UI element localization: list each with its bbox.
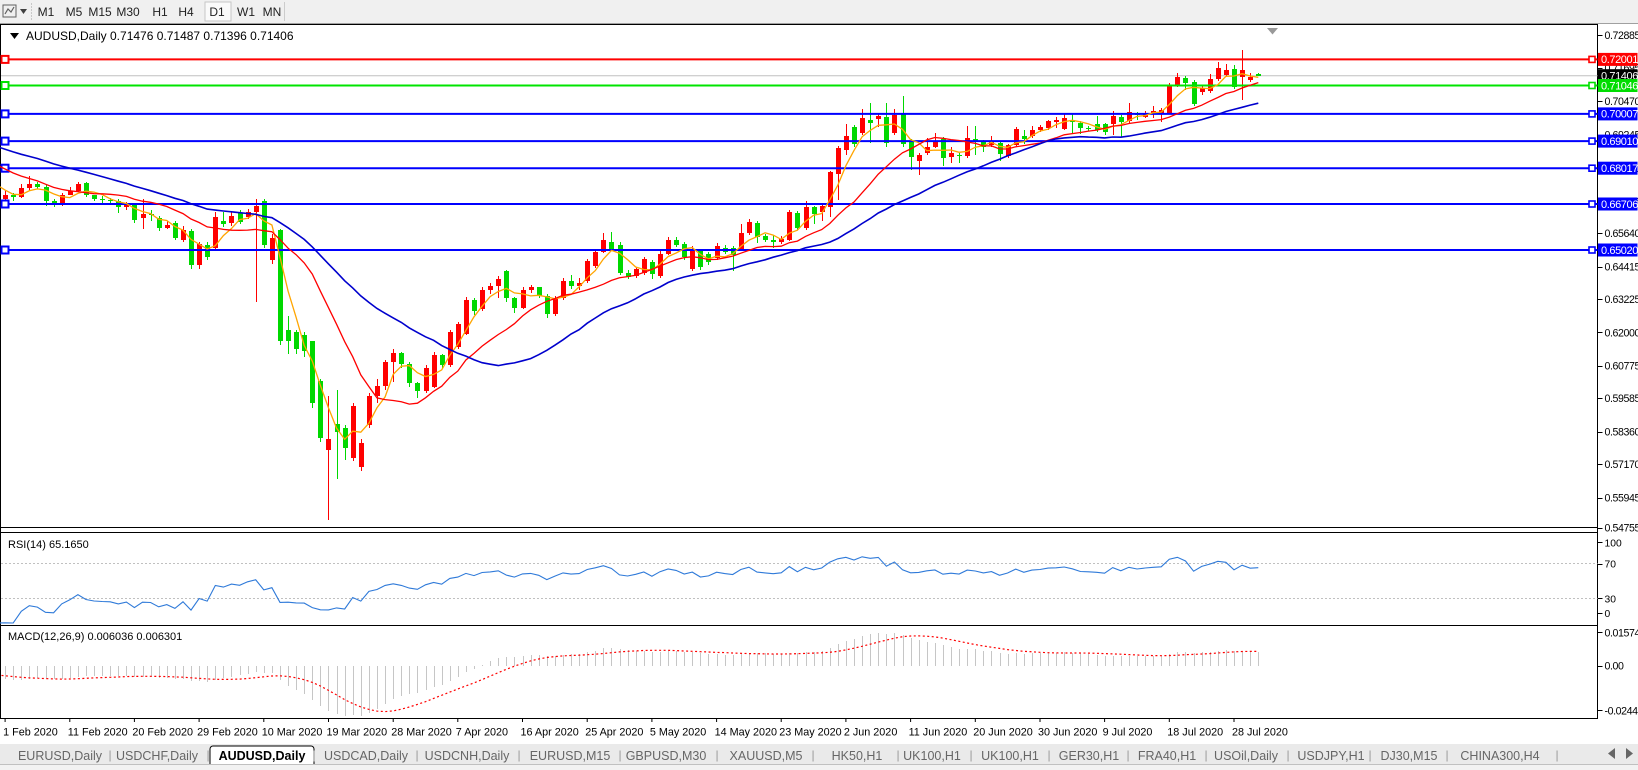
svg-text:D1: D1: [209, 5, 225, 19]
svg-text:25 Apr 2020: 25 Apr 2020: [585, 727, 643, 739]
svg-text:|: |: [1368, 748, 1371, 762]
svg-text:20 Jun 2020: 20 Jun 2020: [973, 727, 1032, 739]
svg-text:FRA40,H1: FRA40,H1: [1138, 749, 1196, 763]
svg-text:0.71046: 0.71046: [1601, 80, 1638, 92]
svg-text:5 May 2020: 5 May 2020: [650, 727, 706, 739]
svg-text:|: |: [969, 748, 972, 762]
svg-text:UK100,H1: UK100,H1: [981, 749, 1039, 763]
svg-text:18 Jul 2020: 18 Jul 2020: [1167, 727, 1223, 739]
svg-text:0.015741: 0.015741: [1605, 628, 1638, 640]
svg-text:MACD(12,26,9) 0.006036 0.00630: MACD(12,26,9) 0.006036 0.006301: [8, 631, 182, 643]
svg-text:USDCHF,Daily: USDCHF,Daily: [116, 749, 199, 763]
svg-text:14 May 2020: 14 May 2020: [715, 727, 777, 739]
svg-text:|: |: [1126, 748, 1129, 762]
svg-text:28 Jul 2020: 28 Jul 2020: [1232, 727, 1288, 739]
svg-text:EURUSD,Daily: EURUSD,Daily: [18, 749, 103, 763]
svg-text:0.64415: 0.64415: [1605, 261, 1638, 273]
svg-text:0.54755: 0.54755: [1605, 522, 1638, 534]
svg-text:HK50,H1: HK50,H1: [832, 749, 883, 763]
svg-text:-0.024412: -0.024412: [1605, 706, 1638, 718]
svg-text:0.59585: 0.59585: [1605, 393, 1638, 405]
svg-text:|: |: [811, 748, 814, 762]
svg-text:USOil,Daily: USOil,Daily: [1214, 749, 1279, 763]
svg-text:USDCNH,Daily: USDCNH,Daily: [425, 749, 510, 763]
svg-text:11 Feb 2020: 11 Feb 2020: [68, 727, 128, 739]
svg-text:2 Jun 2020: 2 Jun 2020: [844, 727, 897, 739]
svg-text:0.65020: 0.65020: [1601, 245, 1638, 257]
svg-text:30 Jun 2020: 30 Jun 2020: [1038, 727, 1097, 739]
svg-text:M30: M30: [116, 5, 140, 19]
svg-text:|: |: [312, 748, 315, 762]
svg-text:0.60775: 0.60775: [1605, 361, 1638, 373]
svg-text:0.70470: 0.70470: [1605, 96, 1638, 108]
svg-text:0.70007: 0.70007: [1601, 109, 1638, 121]
svg-text:XAUUSD,M5: XAUUSD,M5: [730, 749, 803, 763]
svg-text:UK100,H1: UK100,H1: [903, 749, 961, 763]
svg-text:H4: H4: [178, 5, 194, 19]
svg-text:USDCAD,Daily: USDCAD,Daily: [324, 749, 409, 763]
svg-text:29 Feb 2020: 29 Feb 2020: [197, 727, 258, 739]
svg-text:|: |: [1204, 748, 1207, 762]
svg-text:0.68017: 0.68017: [1601, 163, 1638, 175]
svg-text:9 Jul 2020: 9 Jul 2020: [1103, 727, 1153, 739]
svg-text:MN: MN: [263, 5, 282, 19]
svg-text:|: |: [1047, 748, 1050, 762]
svg-text:EURUSD,M15: EURUSD,M15: [530, 749, 611, 763]
svg-text:USDJPY,H1: USDJPY,H1: [1297, 749, 1364, 763]
svg-text:|: |: [896, 748, 899, 762]
svg-text:0.66706: 0.66706: [1601, 199, 1638, 211]
svg-text:|: |: [206, 748, 209, 762]
svg-text:GER30,H1: GER30,H1: [1059, 749, 1119, 763]
svg-text:|: |: [517, 748, 520, 762]
svg-text:0.57170: 0.57170: [1605, 459, 1638, 471]
svg-text:0.72001: 0.72001: [1601, 54, 1638, 66]
svg-text:0.65640: 0.65640: [1605, 228, 1638, 240]
svg-text:|: |: [715, 748, 718, 762]
svg-text:11 Jun 2020: 11 Jun 2020: [909, 727, 968, 739]
svg-text:AUDUSD,Daily: AUDUSD,Daily: [219, 749, 306, 763]
svg-text:16 Apr 2020: 16 Apr 2020: [521, 727, 579, 739]
svg-text:0.00: 0.00: [1605, 661, 1625, 673]
svg-text:|: |: [618, 748, 621, 762]
svg-text:|: |: [1286, 748, 1289, 762]
svg-text:AUDUSD,Daily 0.71476 0.71487: AUDUSD,Daily 0.71476 0.71487 0.71396 0.7…: [26, 29, 294, 43]
svg-text:|: |: [1445, 748, 1448, 762]
svg-text:0.55945: 0.55945: [1605, 493, 1638, 505]
svg-text:7 Apr 2020: 7 Apr 2020: [456, 727, 508, 739]
svg-text:28 Mar 2020: 28 Mar 2020: [391, 727, 452, 739]
svg-text:0.69010: 0.69010: [1601, 136, 1638, 148]
svg-text:DJ30,M15: DJ30,M15: [1381, 749, 1438, 763]
svg-text:0: 0: [1605, 609, 1611, 620]
svg-text:H1: H1: [152, 5, 168, 19]
svg-text:W1: W1: [237, 5, 255, 19]
svg-text:0.63225: 0.63225: [1605, 294, 1638, 306]
svg-text:|: |: [1555, 748, 1558, 762]
svg-text:19 Mar 2020: 19 Mar 2020: [327, 727, 388, 739]
svg-text:M5: M5: [66, 5, 83, 19]
svg-text:|: |: [415, 748, 418, 762]
svg-text:0.72885: 0.72885: [1605, 30, 1638, 42]
svg-text:23 May 2020: 23 May 2020: [779, 727, 841, 739]
svg-text:20 Feb 2020: 20 Feb 2020: [132, 727, 193, 739]
svg-text:|: |: [108, 748, 111, 762]
svg-text:0.62000: 0.62000: [1605, 327, 1638, 339]
svg-text:0.58360: 0.58360: [1605, 427, 1638, 439]
svg-text:RSI(14) 65.1650: RSI(14) 65.1650: [8, 539, 89, 551]
svg-text:CHINA300,H4: CHINA300,H4: [1460, 749, 1539, 763]
svg-text:M15: M15: [88, 5, 112, 19]
svg-text:GBPUSD,M30: GBPUSD,M30: [626, 749, 707, 763]
svg-text:1 Feb 2020: 1 Feb 2020: [3, 727, 58, 739]
svg-text:70: 70: [1605, 560, 1617, 571]
svg-text:M1: M1: [38, 5, 55, 19]
svg-text:30: 30: [1605, 595, 1617, 606]
svg-text:10 Mar 2020: 10 Mar 2020: [262, 727, 323, 739]
svg-text:100: 100: [1605, 539, 1622, 550]
